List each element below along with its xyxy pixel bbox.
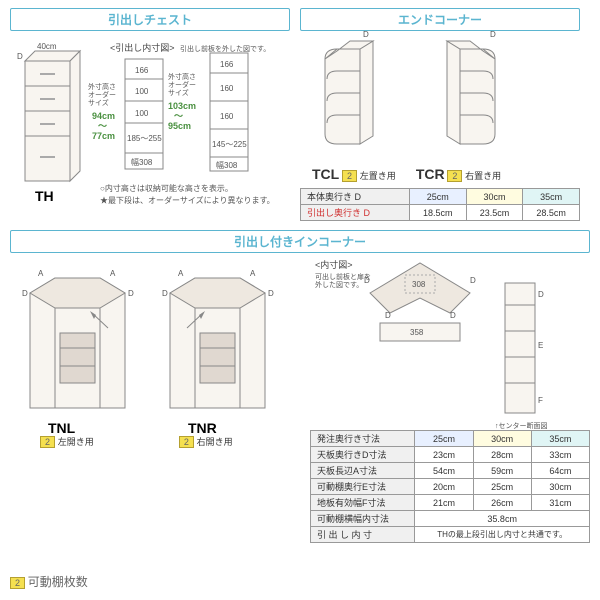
svg-text:★最下段は、オーダーサイズにより異なります。: ★最下段は、オーダーサイズにより異なります。 bbox=[100, 195, 275, 205]
svg-text:145〜225: 145〜225 bbox=[212, 140, 247, 149]
chest-section: 引出しチェスト 40cm D 166 100 100 185〜 bbox=[10, 8, 290, 224]
svg-text:幅308: 幅308 bbox=[131, 157, 153, 167]
svg-text:オーダー: オーダー bbox=[168, 80, 196, 89]
svg-text:A: A bbox=[110, 269, 116, 278]
svg-text:A: A bbox=[250, 269, 256, 278]
svg-text:D: D bbox=[490, 31, 496, 39]
tnl-label: 2 左開き用 bbox=[40, 435, 94, 448]
svg-text:F: F bbox=[538, 396, 543, 405]
svg-text:<内寸図>: <内寸図> bbox=[315, 259, 353, 270]
chest-header: 引出しチェスト bbox=[10, 8, 290, 31]
svg-text:160: 160 bbox=[220, 112, 234, 121]
svg-text:100: 100 bbox=[135, 87, 149, 96]
chest-diagram: 40cm D 166 100 100 185〜255 幅308 166 160 … bbox=[10, 31, 290, 221]
svg-text:D: D bbox=[162, 289, 168, 298]
incorner-diagram-left: A A D D A A D D TNL TNR bbox=[10, 253, 310, 453]
svg-text:可出し前板と扉を: 可出し前板と扉を bbox=[315, 272, 371, 281]
svg-text:100: 100 bbox=[135, 109, 149, 118]
svg-text:94cm: 94cm bbox=[92, 111, 115, 121]
svg-text:D: D bbox=[538, 290, 544, 299]
svg-text:引出し前板を外した図です。: 引出し前板を外した図です。 bbox=[180, 44, 270, 53]
incorner-header: 引出し付きインコーナー bbox=[10, 230, 590, 253]
svg-text:D: D bbox=[385, 311, 391, 320]
svg-text:TNR: TNR bbox=[188, 420, 217, 436]
svg-text:<引出し内寸図>: <引出し内寸図> bbox=[110, 42, 175, 53]
legend: 2 可動棚枚数 bbox=[10, 573, 88, 590]
svg-text:幅308: 幅308 bbox=[216, 160, 238, 170]
incorner-diagram-right: <内寸図> 可出し前板と扉を 外した図です。 308 D D D D 358 bbox=[310, 253, 590, 448]
svg-text:〜: 〜 bbox=[174, 111, 183, 121]
incorner-table: 発注奥行き寸法25cm30cm35cm 天板奥行きD寸法23cm28cm33cm… bbox=[310, 430, 590, 543]
svg-text:95cm: 95cm bbox=[168, 121, 191, 131]
incorner-section: 引出し付きインコーナー A A D D bbox=[10, 230, 590, 448]
endcorner-table: 本体奥行き D 25cm 30cm 35cm 引出し奥行き D 18.5cm 2… bbox=[300, 188, 580, 221]
chest-model: TH bbox=[35, 188, 54, 204]
tcr-label: TCR 2 右置き用 bbox=[416, 166, 501, 182]
svg-text:E: E bbox=[538, 341, 543, 350]
svg-text:D: D bbox=[268, 289, 274, 298]
svg-text:358: 358 bbox=[410, 328, 424, 337]
svg-text:D: D bbox=[363, 31, 369, 39]
tcr-badge: 2 bbox=[447, 170, 462, 182]
svg-text:外寸高さ: 外寸高さ bbox=[168, 72, 196, 81]
svg-text:サイズ: サイズ bbox=[88, 98, 109, 107]
tnr-label: 2 右開き用 bbox=[179, 435, 233, 448]
svg-text:185〜255: 185〜255 bbox=[127, 134, 162, 143]
svg-text:A: A bbox=[38, 269, 44, 278]
svg-text:103cm: 103cm bbox=[168, 101, 196, 111]
svg-text:外寸高さ: 外寸高さ bbox=[88, 82, 116, 91]
svg-text:〜: 〜 bbox=[98, 121, 107, 131]
svg-text:↑センター断面図: ↑センター断面図 bbox=[495, 421, 548, 430]
svg-text:A: A bbox=[178, 269, 184, 278]
svg-text:D: D bbox=[470, 276, 476, 285]
svg-text:D: D bbox=[22, 289, 28, 298]
chest-width: 40cm bbox=[37, 42, 57, 51]
tcl-badge: 2 bbox=[342, 170, 357, 182]
svg-text:外した図です。: 外した図です。 bbox=[315, 280, 363, 289]
svg-text:D: D bbox=[128, 289, 134, 298]
chest-d: D bbox=[17, 52, 23, 61]
endcorner-header: エンドコーナー bbox=[300, 8, 580, 31]
svg-text:D: D bbox=[450, 311, 456, 320]
svg-text:160: 160 bbox=[220, 84, 234, 93]
svg-text:166: 166 bbox=[135, 66, 149, 75]
svg-text:77cm: 77cm bbox=[92, 131, 115, 141]
svg-text:D: D bbox=[364, 276, 370, 285]
svg-text:166: 166 bbox=[220, 60, 234, 69]
svg-text:オーダー: オーダー bbox=[88, 90, 116, 99]
svg-text:サイズ: サイズ bbox=[168, 88, 189, 97]
endcorner-section: エンドコーナー D D TCL 2 左置き用 TCR bbox=[300, 8, 590, 221]
svg-text:308: 308 bbox=[412, 280, 426, 289]
endcorner-diagram: D D bbox=[300, 31, 590, 171]
tcl-label: TCL 2 左置き用 bbox=[312, 166, 396, 182]
svg-text:TNL: TNL bbox=[48, 420, 76, 436]
svg-text:○内寸高さは収納可能な高さを表示。: ○内寸高さは収納可能な高さを表示。 bbox=[100, 183, 233, 193]
